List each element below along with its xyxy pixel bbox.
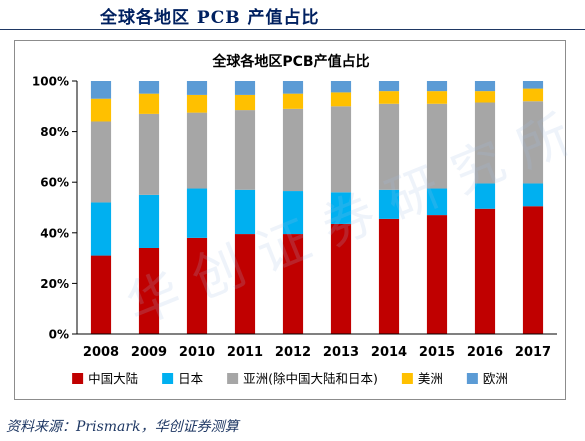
y-tick-label: 0% [49, 328, 69, 342]
legend-label: 亚洲(除中国大陆和日本) [243, 371, 378, 386]
bar-segment [330, 192, 352, 224]
legend-label: 中国大陆 [88, 371, 138, 386]
bar-segment [426, 188, 448, 216]
bar-segment [138, 247, 160, 334]
x-tick-label: 2017 [515, 345, 551, 360]
legend-swatch [227, 373, 239, 384]
x-tick-label: 2010 [179, 345, 215, 360]
bar-segment [474, 183, 496, 209]
bar-segment [378, 189, 400, 219]
bar-segment [138, 194, 160, 248]
x-tick-label: 2009 [131, 345, 167, 360]
x-tick-label: 2016 [467, 345, 503, 360]
bar-segment [186, 188, 208, 238]
bar-segment [282, 108, 304, 192]
bar-segment [282, 234, 304, 334]
bar-segment [330, 92, 352, 107]
bar-segment [138, 113, 160, 195]
bar-segment [234, 81, 256, 95]
bar-segment [330, 106, 352, 193]
y-tick-label: 20% [40, 277, 69, 291]
bar-segment [90, 255, 112, 334]
bar-segment [426, 215, 448, 334]
x-tick-label: 2012 [275, 345, 311, 360]
bar-segment [522, 206, 544, 334]
bar-segment [186, 112, 208, 189]
legend-swatch [466, 373, 478, 384]
legend-swatch [72, 373, 84, 384]
bar-segment [426, 81, 448, 92]
bar-segment [378, 103, 400, 190]
bar-segment [330, 223, 352, 334]
bar-segment [234, 234, 256, 334]
x-tick-label: 2011 [227, 345, 263, 360]
x-tick-label: 2008 [83, 345, 119, 360]
y-tick-label: 60% [40, 176, 69, 190]
bar-segment [234, 110, 256, 190]
bar-segment [234, 94, 256, 111]
header-divider [0, 29, 585, 30]
bar-segment [90, 98, 112, 122]
bar-segment [330, 81, 352, 93]
bar-segment [474, 91, 496, 103]
bar-segment [522, 183, 544, 207]
bar-segment [378, 81, 400, 92]
bar-segment [138, 93, 160, 114]
x-tick-label: 2013 [323, 345, 359, 360]
legend-label: 美洲 [418, 371, 443, 386]
bar-segment [90, 121, 112, 203]
bar-segment [378, 91, 400, 104]
bar-segment [282, 93, 304, 109]
y-tick-label: 40% [40, 226, 69, 240]
bar-segment [522, 101, 544, 184]
stacked-bar-chart: 全球各地区PCB产值占比 0% 20% 40% 60% 80% 100% 2008 2009… [32, 53, 557, 386]
bar-segment [522, 81, 544, 89]
y-tick-label: 80% [40, 125, 69, 139]
bar-segment [474, 102, 496, 184]
bar-segment [282, 81, 304, 94]
bar-segment [474, 81, 496, 92]
bar-segment [186, 94, 208, 113]
x-tick-label: 2014 [371, 345, 407, 360]
bar-segment [138, 81, 160, 94]
x-tick-label: 2015 [419, 345, 455, 360]
bar-segment [234, 189, 256, 235]
bar-segment [90, 81, 112, 99]
bar-segment [522, 88, 544, 102]
legend-label: 欧洲 [483, 371, 508, 386]
bar-segment [282, 191, 304, 235]
bar-segment [186, 81, 208, 95]
source-note: 资料来源：Prismark，华创证券测算 [6, 419, 239, 435]
bar-segment [90, 202, 112, 256]
page-title: 全球各地区 PCB 产值占比 [100, 8, 320, 28]
legend-swatch [401, 373, 413, 384]
chart-title: 全球各地区PCB产值占比 [211, 53, 369, 70]
y-tick-label: 100% [32, 75, 69, 89]
legend-label: 日本 [178, 371, 204, 386]
bar-segment [378, 218, 400, 334]
legend-swatch [162, 373, 174, 384]
chart-container: 全球各地区PCB产值占比 0% 20% 40% 60% 80% 100% 2008 2009… [14, 40, 566, 400]
bar-segment [426, 91, 448, 104]
bar-segment [474, 208, 496, 334]
bar-segment [186, 237, 208, 334]
bar-segment [426, 103, 448, 189]
